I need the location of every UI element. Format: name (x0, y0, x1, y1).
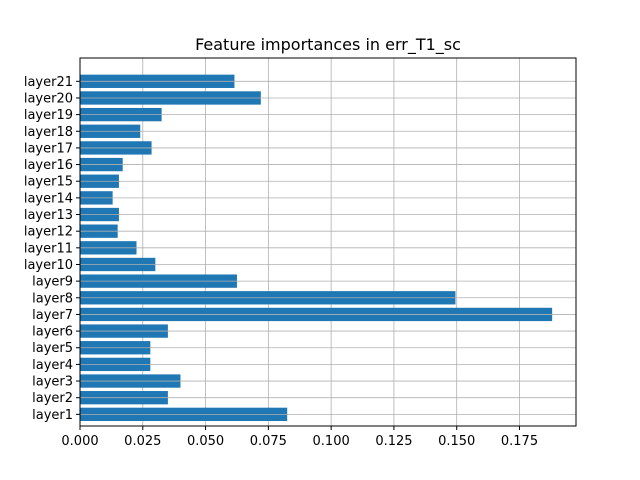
y-tick-label-layer10: layer10 (24, 258, 73, 273)
y-tick-label-layer19: layer19 (24, 108, 73, 123)
x-tick-label-7: 0.175 (501, 434, 538, 449)
y-tick-label-layer14: layer14 (24, 191, 73, 206)
x-tick-label-5: 0.125 (375, 434, 412, 449)
x-tick-label-3: 0.075 (250, 434, 287, 449)
plot-frame (79, 57, 577, 427)
y-tick-label-layer13: layer13 (24, 208, 73, 223)
y-tick-label-layer2: layer2 (32, 391, 73, 406)
x-tick-label-2: 0.050 (187, 434, 224, 449)
y-tick-label-layer15: layer15 (24, 175, 73, 190)
y-tick-label-layer8: layer8 (32, 291, 73, 306)
y-tick-label-layer6: layer6 (32, 325, 73, 340)
y-tick-label-layer16: layer16 (24, 158, 73, 173)
x-tick-label-1: 0.025 (124, 434, 161, 449)
y-tick-label-layer9: layer9 (32, 275, 73, 290)
chart-title: Feature importances in err_T1_sc (195, 35, 461, 55)
x-tick-label-0: 0.000 (61, 434, 98, 449)
y-tick-label-layer5: layer5 (32, 341, 73, 356)
x-tick-label-6: 0.150 (438, 434, 475, 449)
y-tick-label-layer11: layer11 (24, 241, 73, 256)
y-tick-label-layer18: layer18 (24, 125, 73, 140)
y-tick-label-layer20: layer20 (24, 91, 73, 106)
x-tick-label-4: 0.100 (313, 434, 350, 449)
y-tick-label-layer21: layer21 (24, 75, 73, 90)
y-tick-label-layer17: layer17 (24, 141, 73, 156)
y-tick-label-layer4: layer4 (32, 358, 73, 373)
y-tick-label-layer3: layer3 (32, 375, 73, 390)
y-tick-label-layer12: layer12 (24, 225, 73, 240)
x-ticks: 0.000 0.025 0.050 0.075 0.100 0.125 0.150 0.175 (61, 426, 538, 449)
y-tick-label-layer1: layer1 (32, 408, 73, 423)
axes (79, 57, 577, 427)
y-tick-label-layer7: layer7 (32, 308, 73, 323)
